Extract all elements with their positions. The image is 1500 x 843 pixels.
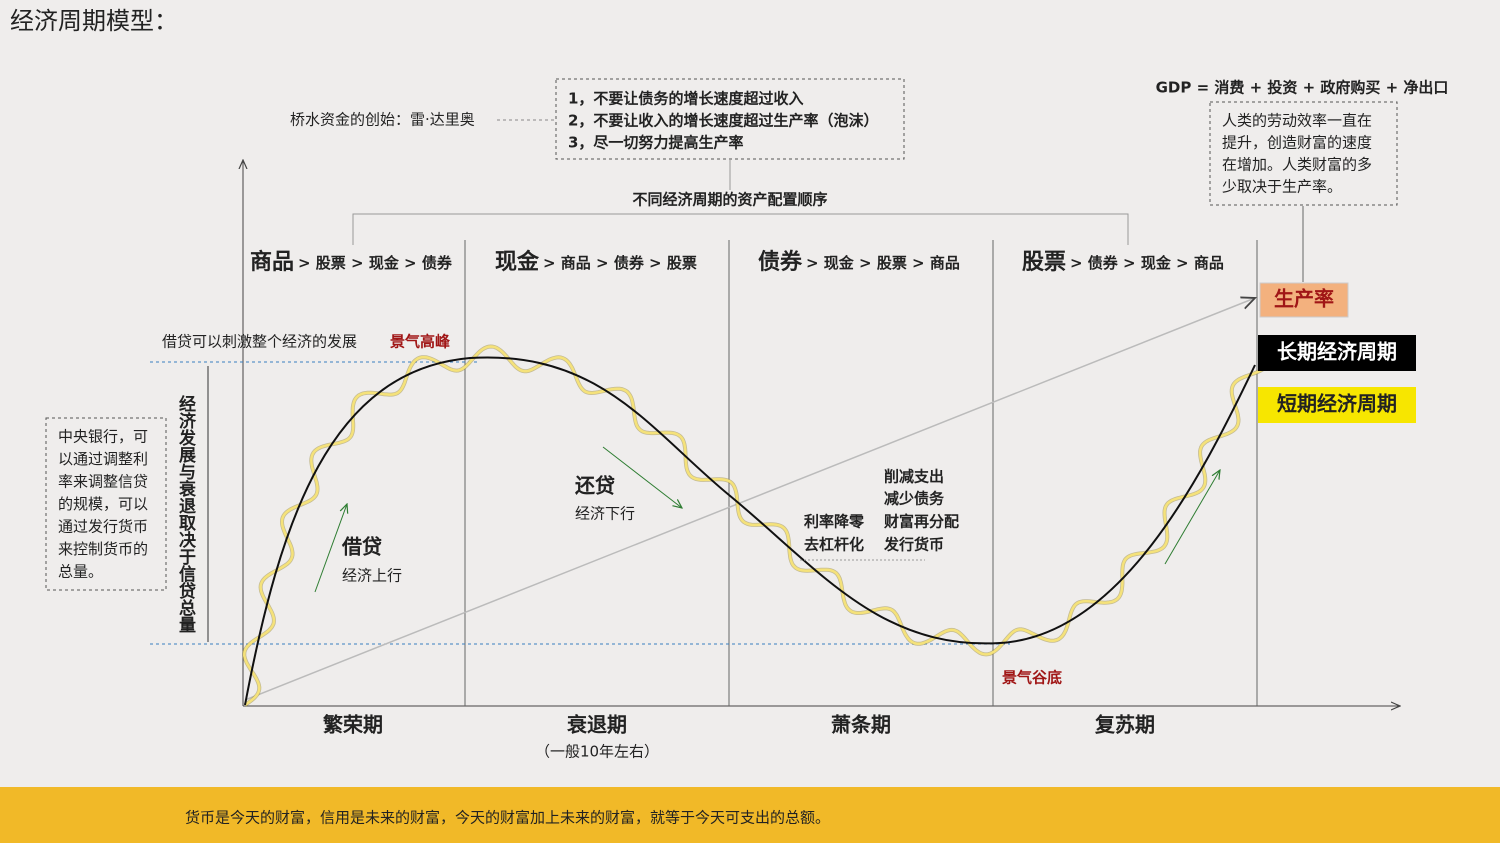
- footer: 货币是今天的财富，信用是未来的财富，今天的财富加上未来的财富，就等于今天可支出的…: [185, 809, 830, 827]
- legend-label: 生产率: [1274, 287, 1334, 311]
- principle: 2，不要让收入的增长速度超过生产率（泡沫）: [568, 112, 878, 130]
- central-bank-line: 来控制货币的: [58, 540, 148, 558]
- allocation-order: 股票 > 债券 > 现金 > 商品: [1022, 250, 1224, 275]
- lead-asset: 现金: [495, 249, 540, 275]
- repay-title: 还贷: [574, 474, 615, 498]
- period-note: （一般10年左右）: [535, 743, 659, 761]
- legend-short: [1258, 387, 1416, 423]
- legend-long: [1258, 335, 1416, 371]
- legend-productivity: [1259, 282, 1349, 318]
- peak-label: 景气高峰: [390, 333, 451, 351]
- principle: 1，不要让债务的增长速度超过收入: [568, 90, 803, 108]
- central-bank-line: 总量。: [58, 563, 103, 581]
- lead-asset: 商品: [250, 249, 294, 275]
- short-cycles: [242, 344, 1265, 707]
- founder: 桥水资金的创始：雷·达里奥: [290, 111, 475, 129]
- asset-order: > 现金 > 股票 > 商品: [806, 254, 960, 272]
- measure: 削减支出: [884, 468, 944, 486]
- legend-label: 长期经济周期: [1277, 340, 1397, 364]
- measure: 减少债务: [884, 490, 945, 508]
- borrow-title: 借贷: [341, 535, 382, 559]
- title: 经济周期模型：: [10, 7, 178, 35]
- down-arrow: [602, 446, 682, 508]
- credit-note: 借贷可以刺激整个经济的发展: [162, 333, 357, 351]
- note-line: 在增加。人类财富的多: [1222, 156, 1372, 174]
- gdp: GDP = 消费 + 投资 + 政府购买 + 净出口: [1156, 79, 1449, 97]
- asset-order: > 股票 > 现金 > 债券: [298, 254, 453, 272]
- footer-band: [0, 787, 1500, 843]
- note-line: 人类的劳动效率一直在: [1222, 112, 1372, 130]
- central-bank-line: 率来调整信贷: [58, 473, 148, 491]
- up-arrow: [314, 504, 347, 593]
- productivity-line: [244, 298, 1255, 701]
- central-bank-line: 以通过调整利: [58, 450, 148, 468]
- axis-label: 经济发展与衰退取决于信贷总量: [175, 394, 197, 633]
- central-bank-box: [45, 417, 167, 591]
- note-line: 少取决于生产率。: [1222, 178, 1342, 196]
- legend-label: 短期经济周期: [1277, 392, 1397, 416]
- up-arrow: [1164, 470, 1220, 565]
- measure: 发行货币: [883, 536, 944, 554]
- allocation-order: 现金 > 商品 > 债券 > 股票: [495, 249, 697, 275]
- short-cycle: [243, 345, 1264, 707]
- measure: 利率降零: [804, 513, 865, 531]
- period: 萧条期: [831, 713, 891, 737]
- period: 衰退期: [566, 713, 627, 737]
- note-line: 提升，创造财富的速度: [1222, 134, 1372, 152]
- asset-order: > 债券 > 现金 > 商品: [1070, 254, 1224, 272]
- long-cycle: [244, 356, 1256, 706]
- measure: 财富再分配: [884, 513, 959, 531]
- dividers: [464, 240, 1258, 706]
- central-bank-line: 通过发行货币: [58, 518, 148, 536]
- period: 繁荣期: [323, 713, 383, 737]
- principle: 3，尽一切努力提高生产率: [568, 134, 743, 152]
- measure: 去杠杆化: [804, 536, 864, 554]
- central-bank-line: 的规模，可以: [58, 495, 148, 513]
- repay-sub: 经济下行: [575, 505, 635, 523]
- allocation-order: 债券 > 现金 > 股票 > 商品: [758, 249, 960, 275]
- lead-asset: 债券: [758, 249, 803, 275]
- borrow-sub: 经济上行: [342, 567, 402, 585]
- bracket: [352, 213, 1129, 245]
- period: 复苏期: [1094, 713, 1155, 737]
- lead-asset: 股票: [1022, 250, 1066, 275]
- trough-label: 景气谷底: [1002, 669, 1062, 687]
- principles-box: [555, 78, 905, 160]
- central-bank-line: 中央银行，可: [58, 428, 148, 446]
- allocation-order: 商品 > 股票 > 现金 > 债券: [250, 249, 453, 275]
- note-box: [1209, 101, 1398, 206]
- asset-order: > 商品 > 债券 > 股票: [543, 254, 697, 272]
- allocation-title: 不同经济周期的资产配置顺序: [632, 191, 827, 209]
